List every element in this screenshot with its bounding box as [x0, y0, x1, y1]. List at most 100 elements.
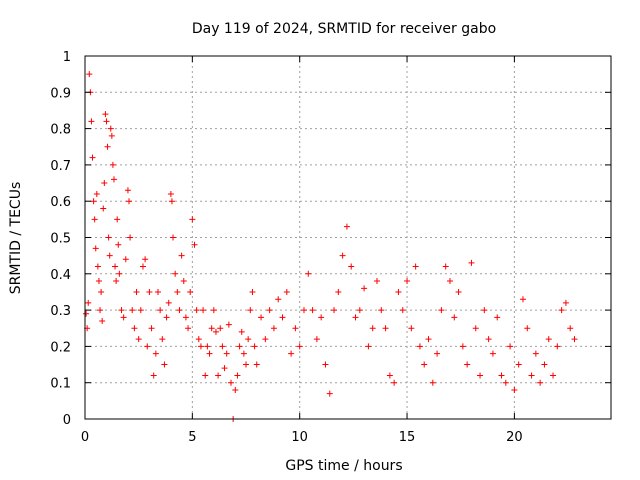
y-tick-label: 1 — [63, 50, 71, 65]
data-point — [191, 241, 198, 248]
data-point — [395, 288, 402, 295]
data-point — [300, 307, 307, 314]
data-point — [541, 361, 548, 368]
data-point — [356, 307, 363, 314]
data-point — [434, 350, 441, 357]
data-point — [152, 350, 159, 357]
data-point — [180, 278, 187, 285]
data-point — [135, 336, 142, 343]
data-point — [485, 336, 492, 343]
x-tick-label: 20 — [506, 430, 523, 445]
data-point — [161, 361, 168, 368]
data-point — [88, 118, 95, 125]
data-point — [137, 307, 144, 314]
data-point — [210, 307, 217, 314]
data-point — [170, 234, 177, 241]
data-point — [438, 307, 445, 314]
data-point — [322, 361, 329, 368]
data-point — [412, 263, 419, 270]
data-point — [571, 336, 578, 343]
data-point — [115, 241, 122, 248]
data-point — [253, 361, 260, 368]
data-point — [94, 263, 101, 270]
data-point — [240, 350, 247, 357]
data-point — [532, 350, 539, 357]
data-point — [562, 299, 569, 306]
data-point — [326, 390, 333, 397]
data-point — [247, 307, 254, 314]
data-point — [102, 111, 109, 118]
data-point — [127, 234, 134, 241]
data-point — [249, 288, 256, 295]
data-point — [110, 176, 117, 183]
data-point — [305, 270, 312, 277]
data-point — [335, 288, 342, 295]
data-point — [215, 372, 222, 379]
data-point — [157, 307, 164, 314]
data-point — [212, 328, 219, 335]
data-point — [472, 325, 479, 332]
data-point — [131, 325, 138, 332]
data-point — [185, 325, 192, 332]
chart-title: Day 119 of 2024, SRMTID for receiver gab… — [192, 21, 496, 37]
y-tick-label: 0.6 — [50, 195, 71, 210]
data-point — [197, 343, 204, 350]
data-point — [202, 372, 209, 379]
data-point — [204, 343, 211, 350]
data-point — [154, 288, 161, 295]
data-point — [150, 372, 157, 379]
data-point — [361, 285, 368, 292]
data-point — [92, 245, 99, 252]
data-point — [200, 307, 207, 314]
data-point — [86, 71, 93, 78]
data-point — [106, 252, 113, 259]
data-point — [225, 321, 232, 328]
data-point — [108, 132, 115, 139]
data-point — [416, 343, 423, 350]
data-point — [193, 307, 200, 314]
x-tick-label: 0 — [81, 430, 89, 445]
data-point — [365, 343, 372, 350]
y-tick-label: 0.4 — [50, 268, 71, 283]
data-point — [122, 256, 129, 263]
data-point — [459, 343, 466, 350]
data-point — [399, 307, 406, 314]
data-point — [144, 343, 151, 350]
data-point — [494, 314, 501, 321]
data-point — [107, 125, 114, 132]
data-point — [219, 343, 226, 350]
data-point — [429, 379, 436, 386]
data-point — [288, 350, 295, 357]
data-point — [172, 270, 179, 277]
data-point — [223, 350, 230, 357]
y-tick-label: 0.8 — [50, 123, 71, 138]
data-point — [545, 336, 552, 343]
data-point — [93, 190, 100, 197]
data-point — [446, 278, 453, 285]
data-point — [511, 386, 518, 393]
data-point — [99, 317, 106, 324]
data-point — [369, 325, 376, 332]
data-point — [455, 288, 462, 295]
data-point — [174, 288, 181, 295]
y-tick-label: 0.9 — [50, 86, 71, 101]
data-point — [382, 325, 389, 332]
data-point — [451, 314, 458, 321]
data-point — [167, 190, 174, 197]
data-point — [352, 314, 359, 321]
data-point — [296, 343, 303, 350]
data-point — [103, 118, 110, 125]
data-point — [208, 325, 215, 332]
y-axis-label: SRMTID / TECUs — [8, 182, 24, 295]
data-point — [104, 143, 111, 150]
data-point — [442, 263, 449, 270]
data-point — [283, 288, 290, 295]
data-point — [159, 336, 166, 343]
data-point — [292, 325, 299, 332]
data-point — [270, 325, 277, 332]
data-point — [97, 307, 104, 314]
data-point — [558, 307, 565, 314]
data-point — [113, 278, 120, 285]
y-tick-label: 0.5 — [50, 232, 71, 247]
